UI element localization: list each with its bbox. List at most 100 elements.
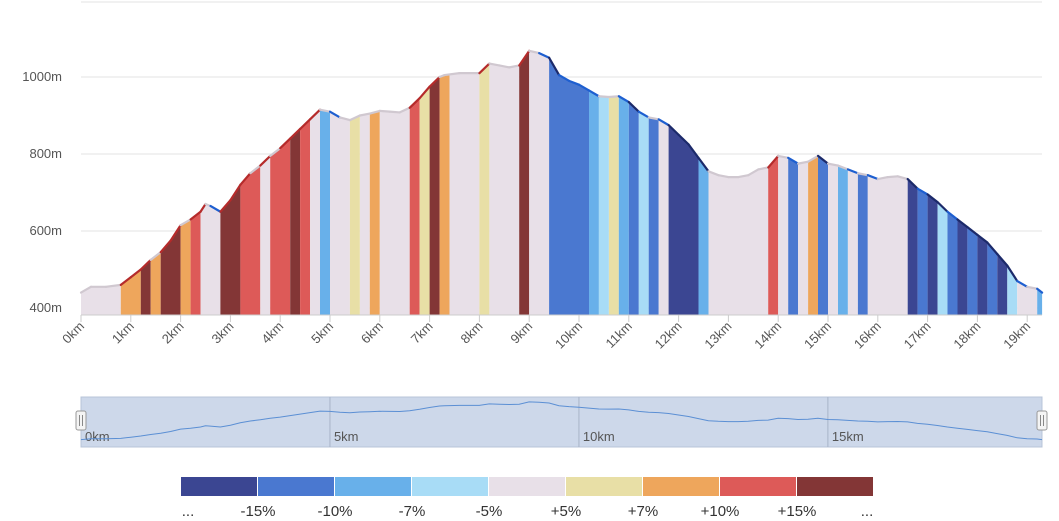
x-tick-label: 8km <box>458 319 486 347</box>
legend-boundary-label: ... <box>182 503 195 520</box>
x-tick-label: 11km <box>603 319 635 351</box>
profile-outline-segment <box>567 79 581 86</box>
profile-outline-segment <box>956 218 969 229</box>
profile-outline <box>79 49 1044 294</box>
slope-segment <box>967 227 978 315</box>
slope-segment <box>429 77 440 315</box>
y-tick-label: 1000m <box>22 69 62 84</box>
profile-outline-segment <box>777 154 790 159</box>
navigator-label: 10km <box>583 429 615 444</box>
profile-outline-segment <box>806 154 820 163</box>
legend-boundary-label: -7% <box>399 503 426 520</box>
profile-outline-segment <box>916 187 929 196</box>
profile-outline-segment <box>308 108 322 121</box>
profile-outline-segment <box>189 210 202 221</box>
slope-segment <box>778 155 789 315</box>
profile-outline-segment <box>1006 264 1019 283</box>
profile-outline-segment <box>747 168 760 177</box>
y-tick-label: 600m <box>29 223 62 238</box>
profile-outline-segment <box>348 114 361 122</box>
slope-segment <box>150 252 161 315</box>
profile-outline-segment <box>707 170 720 177</box>
slope-segment <box>788 157 799 315</box>
profile-outline-segment <box>1026 285 1039 290</box>
profile-outline-segment <box>299 118 312 131</box>
legend-boundary-label: -10% <box>317 503 352 520</box>
slope-segment <box>668 125 699 315</box>
profile-outline-segment <box>797 160 810 165</box>
x-tick-label: 19km <box>1000 319 1033 352</box>
profile-outline-segment <box>443 72 461 77</box>
profile-outline-segment <box>936 201 949 213</box>
slope-segments <box>81 50 1043 316</box>
slope-segment <box>409 98 420 315</box>
profile-outline-segment <box>338 116 352 122</box>
profile-outline-segment <box>866 174 879 181</box>
profile-outline-segment <box>816 154 830 165</box>
y-tick-label: 400m <box>29 300 62 315</box>
slope-segment <box>240 165 261 315</box>
slope-segment <box>847 169 858 315</box>
slope-segment <box>260 155 271 315</box>
slope-segment <box>489 63 520 315</box>
profile-outline-segment <box>826 162 840 167</box>
slope-segment <box>618 96 629 315</box>
slope-segment <box>598 96 609 315</box>
legend-boundary-label: ... <box>861 503 874 520</box>
slope-segment <box>997 254 1008 315</box>
slope-segment <box>190 211 201 315</box>
profile-outline-segment <box>169 224 182 242</box>
profile-outline-segment <box>368 109 381 115</box>
slope-segment <box>589 90 599 315</box>
range-navigator[interactable]: 0km 5km 10km 15km <box>75 396 1048 448</box>
legend-color-swatch <box>181 477 257 496</box>
x-tick-label: 16km <box>851 319 884 352</box>
slope-segment <box>180 219 191 315</box>
profile-outline-segment <box>548 56 561 77</box>
profile-outline-segment <box>836 164 850 171</box>
x-tick-label: 3km <box>209 319 237 347</box>
x-tick-label: 10km <box>552 319 585 352</box>
x-tick-label: 9km <box>507 319 535 347</box>
x-tick-label: 14km <box>751 319 784 352</box>
slope-segment <box>648 117 659 316</box>
slope-segment <box>808 155 818 315</box>
profile-outline-segment <box>976 233 989 244</box>
profile-outline-segment <box>478 62 491 75</box>
slope-segment <box>1037 288 1043 315</box>
x-tick-label: 2km <box>159 319 187 347</box>
profile-outline-segment <box>587 89 601 98</box>
profile-outline-segment <box>617 95 630 104</box>
profile-outline-segment <box>358 112 371 117</box>
profile-outline-segment <box>518 49 531 67</box>
slope-segment <box>419 86 430 315</box>
slope-segment <box>369 110 380 316</box>
profile-outline-segment <box>139 258 152 271</box>
x-tick-label: 4km <box>258 319 286 347</box>
legend-color-swatch <box>566 477 642 496</box>
profile-outline-segment <box>577 83 591 92</box>
profile-outline-segment <box>607 95 620 99</box>
navigator-handle-left[interactable] <box>75 410 87 431</box>
slope-segment <box>857 173 868 315</box>
handle-grip-body[interactable] <box>75 410 87 431</box>
profile-outline-segment <box>528 49 541 55</box>
profile-outline-segment <box>289 127 302 140</box>
slope-segment <box>529 50 550 316</box>
profile-outline-segment <box>328 110 342 119</box>
slope-segment <box>658 119 669 315</box>
slope-segment <box>768 155 779 315</box>
slope-segment <box>140 259 151 315</box>
slope-segment <box>987 242 998 315</box>
slope-segment <box>828 163 838 315</box>
profile-outline-segment <box>677 133 690 146</box>
navigator-handle-right[interactable] <box>1036 410 1048 431</box>
profile-outline-segment <box>1036 287 1044 294</box>
navigator-label: 15km <box>832 429 864 444</box>
profile-outline-segment <box>318 108 332 113</box>
profile-outline-segment <box>767 154 780 169</box>
slope-segment <box>628 102 639 315</box>
slope-segment <box>798 161 809 315</box>
handle-grip-body[interactable] <box>1036 410 1048 431</box>
